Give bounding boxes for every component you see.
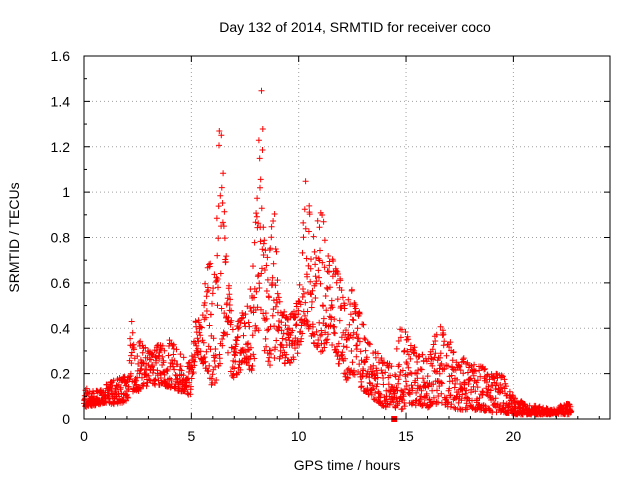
x-axis-label: GPS time / hours	[294, 457, 401, 473]
y-axis-label: SRMTID / TECUs	[6, 182, 22, 292]
data-points	[81, 87, 575, 422]
x-tick-label: 10	[291, 428, 307, 444]
y-tick-label: 0.2	[51, 366, 71, 382]
y-tick-label: 1.6	[51, 48, 71, 64]
x-tick-labels: 0 5 10 15 20	[80, 428, 521, 444]
x-tick-label: 0	[80, 428, 88, 444]
data-point-markers	[81, 87, 575, 418]
y-tick-label: 1	[62, 184, 70, 200]
y-tick-label: 0.4	[51, 320, 71, 336]
axis-ticks	[83, 55, 610, 420]
y-tick-labels: 0 0.2 0.4 0.6 0.8 1 1.2 1.4 1.6	[51, 48, 71, 427]
y-tick-label: 1.4	[51, 93, 71, 109]
y-tick-label: 0	[62, 411, 70, 427]
x-tick-label: 15	[398, 428, 414, 444]
y-tick-label: 0.8	[51, 230, 71, 246]
x-tick-label: 20	[506, 428, 522, 444]
grid-lines	[84, 56, 610, 419]
y-tick-label: 1.2	[51, 139, 71, 155]
y-tick-label: 0.6	[51, 275, 71, 291]
x-tick-label: 5	[187, 428, 195, 444]
chart-title: Day 132 of 2014, SRMTID for receiver coc…	[219, 19, 491, 35]
